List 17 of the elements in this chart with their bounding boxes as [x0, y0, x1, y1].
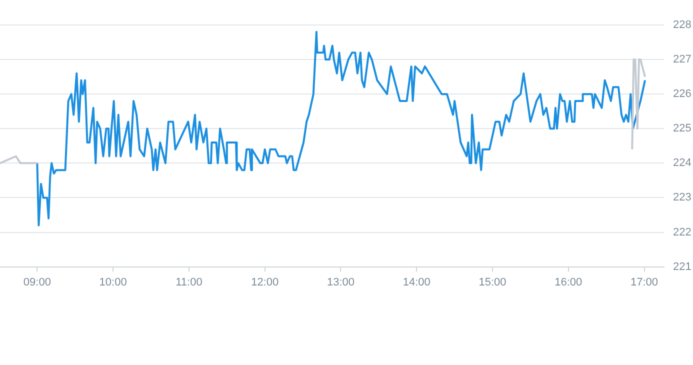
x-tick-label: 13:00	[326, 276, 354, 288]
x-tick-label: 11:00	[176, 276, 202, 288]
y-tick-label: 221	[673, 260, 692, 273]
y-tick-label: 225	[673, 122, 692, 135]
y-tick-label: 222	[673, 226, 692, 238]
x-tick-label: 15:00	[478, 276, 506, 288]
x-tick-label: 09:00	[23, 276, 51, 288]
y-tick-label: 223	[673, 192, 692, 204]
y-tick-label: 228	[673, 19, 692, 32]
x-tick-label: 17:00	[630, 276, 658, 288]
x-tick-label: 12:00	[251, 276, 279, 288]
y-tick-label: 227	[673, 54, 692, 66]
x-tick-label: 10:00	[99, 276, 127, 288]
y-tick-label: 226	[673, 88, 692, 100]
x-tick-label: 16:00	[554, 276, 582, 288]
x-tick-label: 14:00	[402, 276, 430, 288]
y-tick-label: 224	[673, 157, 692, 170]
